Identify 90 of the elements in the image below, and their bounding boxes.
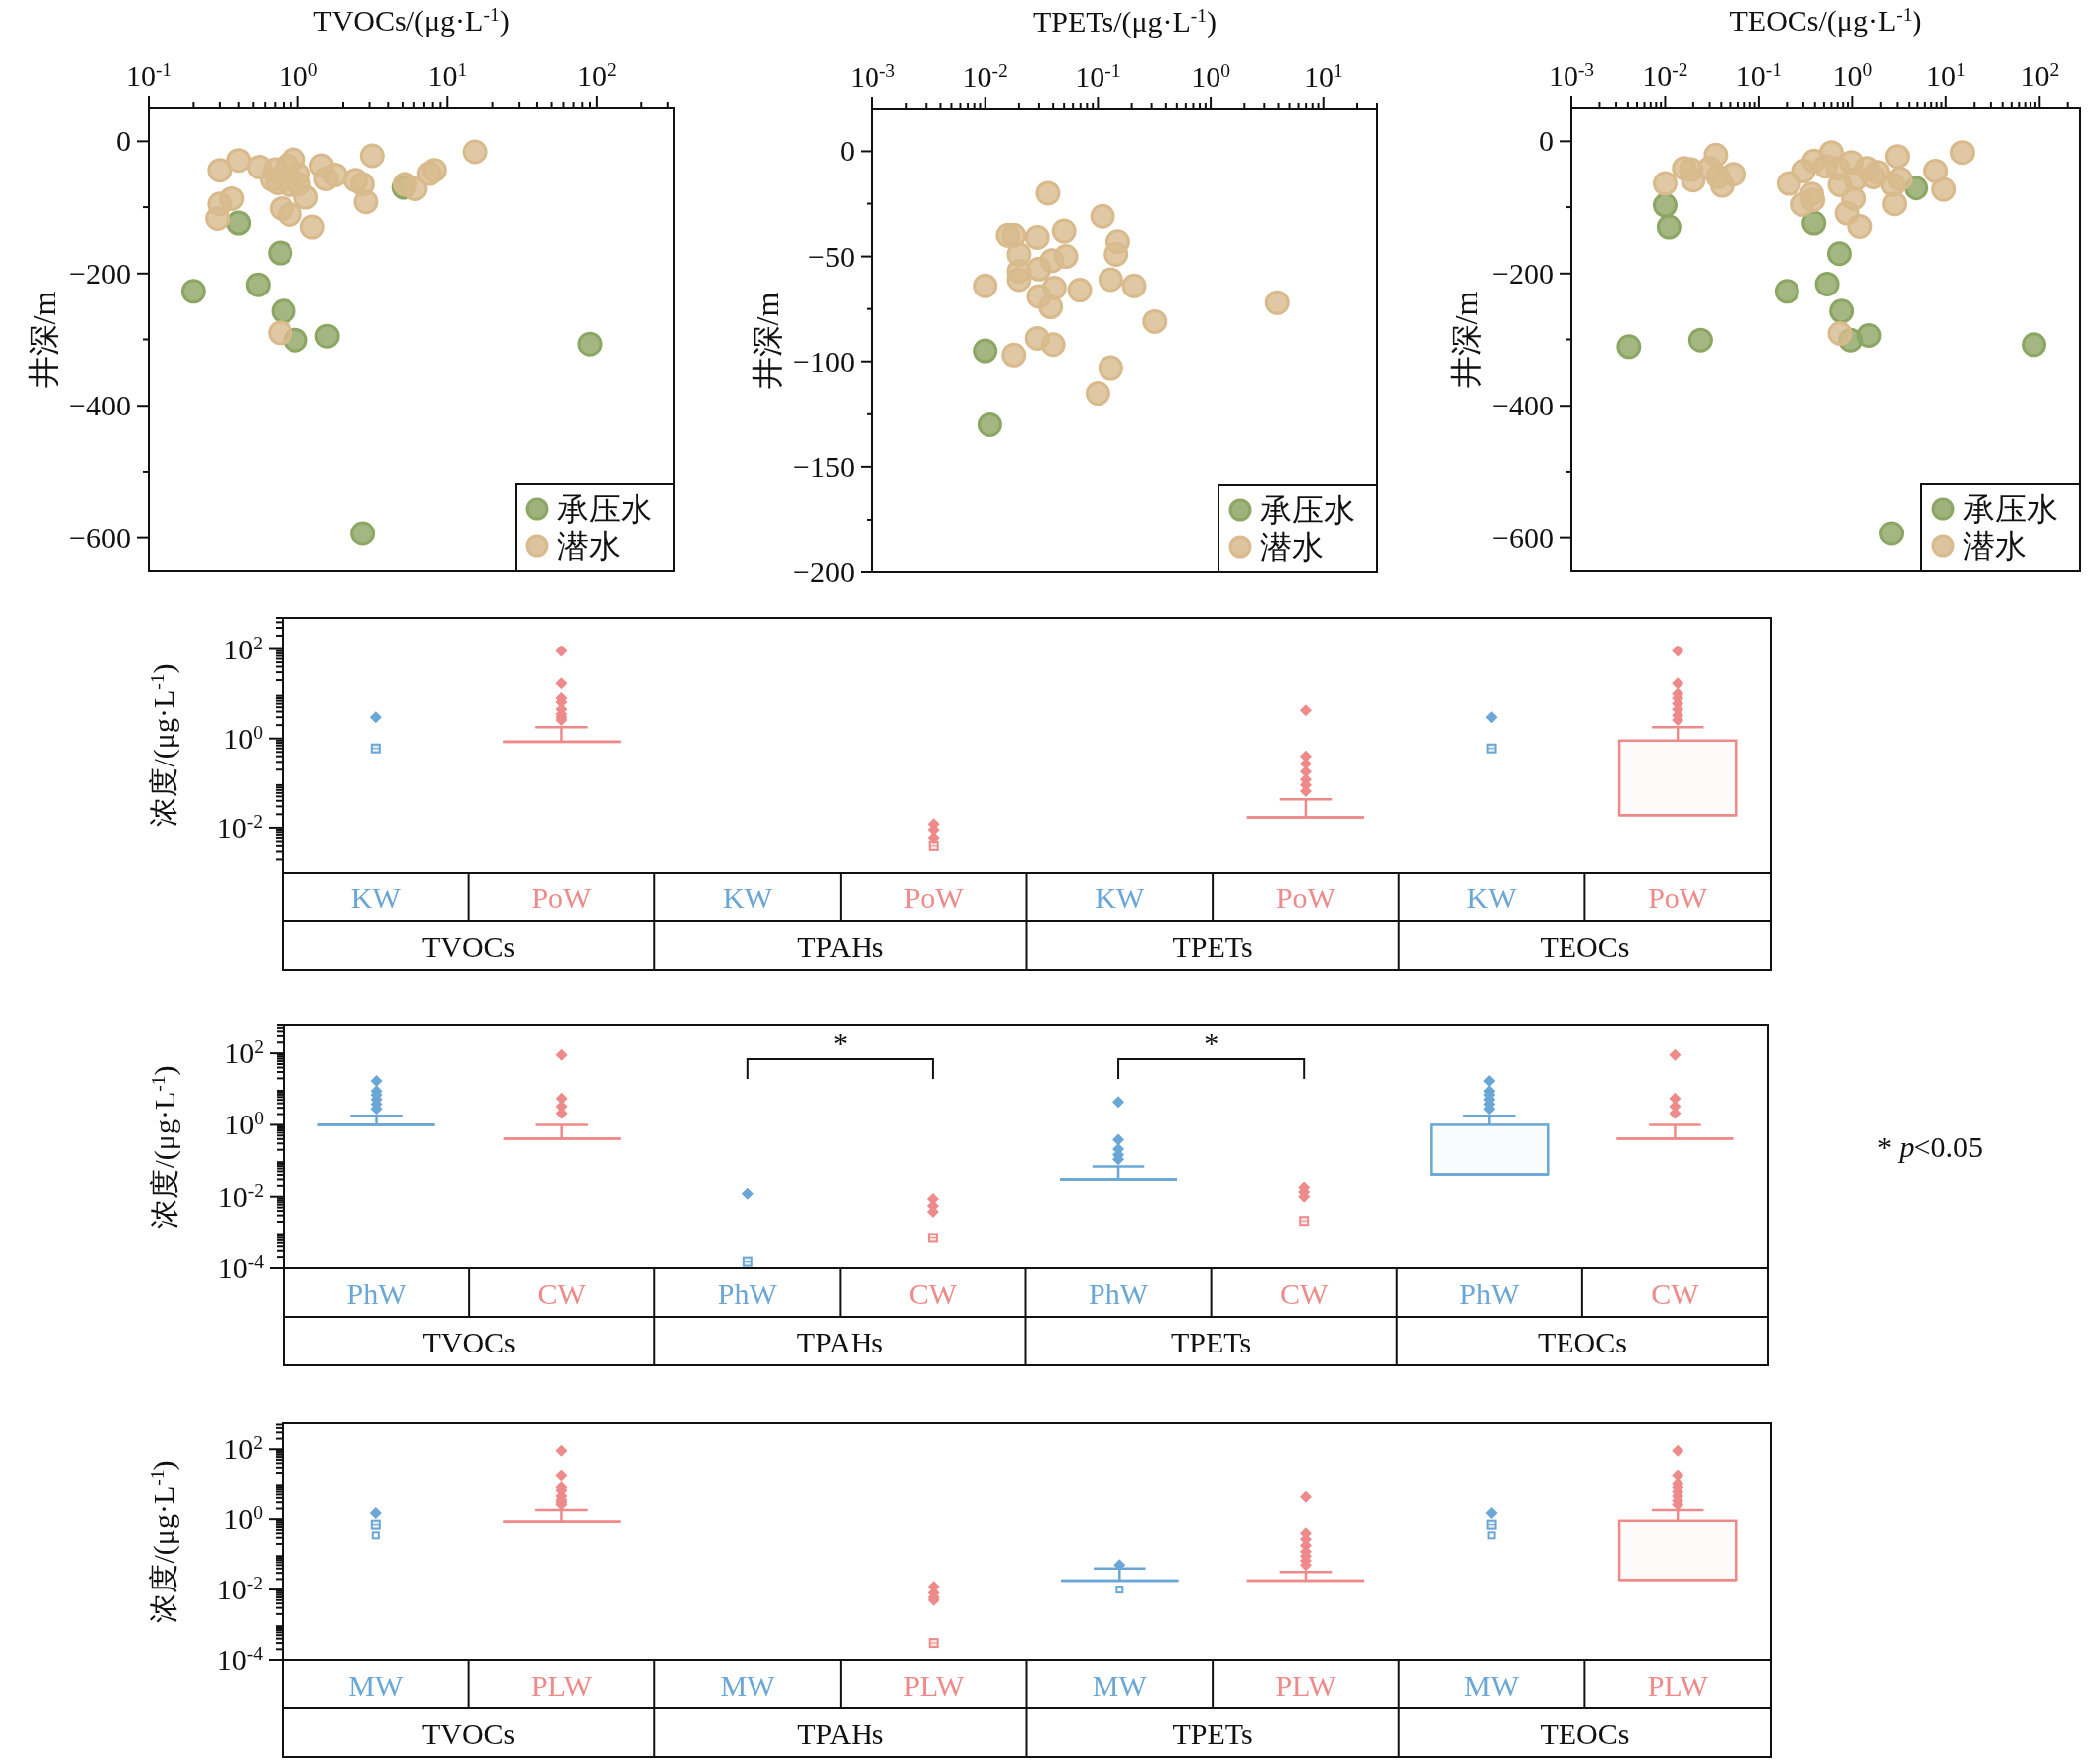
x-tick-label: 10$^{2}$ [2020, 59, 2060, 92]
y-tick-label: −200 [69, 256, 131, 290]
x-tick-label: 10$^{1}$ [1303, 59, 1343, 93]
x-tick-label: 10$^{-1}$ [1735, 59, 1783, 92]
y-tick-label: 10$^{0}$ [223, 1501, 263, 1536]
series-label: PLW [903, 1669, 965, 1702]
y-tick-label: 10$^{0}$ [224, 1107, 264, 1141]
y-tick-label: −50 [808, 239, 855, 273]
text: PoW [1648, 882, 1708, 914]
x-tick-label: 10$^{-2}$ [1642, 59, 1688, 92]
x-tick-label: 10$^{0}$ [1832, 59, 1873, 92]
y-tick-label: 0 [1539, 124, 1554, 158]
series-label: PoW [903, 882, 965, 914]
y-tick-label: 10$^{2}$ [223, 1431, 263, 1466]
y-axis-title: 井深/m [1449, 291, 1484, 389]
x-tick-label: TEOCs [1537, 1326, 1627, 1358]
x-tick-label: 10$^{-1}$ [125, 59, 173, 92]
legend-label: 潜水 [1260, 529, 1324, 565]
y-tick-label: 0 [840, 134, 855, 168]
y-tick-label: 0 [116, 124, 131, 158]
text: CW [537, 1277, 586, 1310]
y-tick-label: 10$^{-2}$ [217, 1179, 264, 1213]
text: KW [1466, 882, 1517, 914]
text: MW [720, 1669, 775, 1702]
annotation: * [832, 1026, 848, 1059]
y-tick-label: 10$^{2}$ [223, 632, 263, 665]
y-tick-label: 10$^{-4}$ [217, 1250, 265, 1284]
x-tick-label: 10$^{0}$ [278, 59, 318, 92]
y-tick-label: −600 [1492, 521, 1554, 554]
text: PhW [1459, 1277, 1520, 1310]
legend-label: 潜水 [1963, 529, 2027, 564]
y-axis-title: 井深/m [26, 291, 61, 389]
text: CW [1651, 1277, 1699, 1310]
y-tick-label: −400 [69, 389, 131, 422]
y-tick-label: 10$^{0}$ [223, 721, 263, 755]
x-tick-label: TPETs [1172, 930, 1253, 963]
y-axis-title: 井深/m [750, 292, 785, 390]
text: *p<0.05 [1877, 1129, 1983, 1163]
text: PhW [346, 1277, 406, 1310]
x-tick-label: 10$^{-2}$ [962, 59, 1008, 93]
x-tick-label: 10$^{2}$ [577, 59, 617, 92]
text: CW [1280, 1277, 1329, 1310]
y-tick-label: 10$^{-2}$ [216, 810, 263, 844]
x-tick-label: TPETs [1172, 1717, 1253, 1750]
y-tick-label: −150 [793, 449, 855, 483]
x-tick-label: TVOCs [421, 930, 516, 963]
text: MW [348, 1669, 404, 1702]
text: KW [723, 882, 773, 914]
x-tick-label: 10$^{-3}$ [849, 59, 896, 93]
y-tick-label: −200 [793, 555, 855, 588]
y-tick-label: 10$^{-4}$ [216, 1642, 264, 1676]
text: MW [1092, 1669, 1148, 1702]
x-tick-label: TPETs [1171, 1326, 1252, 1358]
x-tick-label: 10$^{1}$ [427, 59, 468, 92]
text: PLW [1275, 1669, 1336, 1702]
x-tick-label: TEOCs [1540, 1717, 1630, 1750]
legend-label: 承压水 [1963, 491, 2058, 527]
x-tick-label: 10$^{-3}$ [1548, 59, 1595, 92]
x-tick-label: TVOCs [421, 1717, 516, 1750]
x-tick-label: TPAHs [796, 1326, 884, 1358]
x-axis-title: TVOCs/(μg·L$^{-1}$) [313, 3, 510, 38]
text: KW [1095, 882, 1145, 914]
text: PoW [1275, 882, 1335, 914]
text: KW [350, 882, 402, 914]
y-tick-label: 10$^{-2}$ [216, 1572, 263, 1606]
x-axis-title: TEOCs/(μg·L$^{-1}$) [1729, 3, 1922, 38]
x-tick-label: 10$^{-1}$ [1075, 59, 1121, 93]
legend-label: 承压水 [557, 491, 652, 527]
text: PoW [531, 882, 592, 914]
x-tick-label: TPAHs [797, 930, 884, 963]
legend-label: CW [908, 1277, 958, 1310]
y-tick-label: −600 [69, 521, 131, 554]
x-tick-label: TEOCs [1540, 930, 1630, 963]
x-tick-label: 10$^{1}$ [1925, 59, 1966, 92]
legend-label: PhW [717, 1277, 778, 1310]
x-tick-label: 10$^{0}$ [1191, 59, 1230, 93]
text: PLW [530, 1669, 592, 1702]
y-tick-label: −400 [1492, 389, 1554, 422]
text: PLW [1647, 1669, 1708, 1702]
x-tick-label: TVOCs [422, 1326, 516, 1358]
x-axis-title: TPETs/(μg·L$^{-1}$) [1032, 4, 1218, 39]
legend-label: 承压水 [1260, 492, 1355, 528]
y-tick-label: −100 [793, 344, 855, 378]
x-tick-label: TPAHs [797, 1717, 884, 1750]
text: PhW [1089, 1277, 1149, 1310]
y-tick-label: −200 [1492, 256, 1554, 290]
y-tick-label: 10$^{2}$ [224, 1035, 264, 1070]
annotation: * [1204, 1026, 1219, 1059]
text: MW [1464, 1669, 1520, 1702]
legend-label: 潜水 [557, 529, 621, 564]
